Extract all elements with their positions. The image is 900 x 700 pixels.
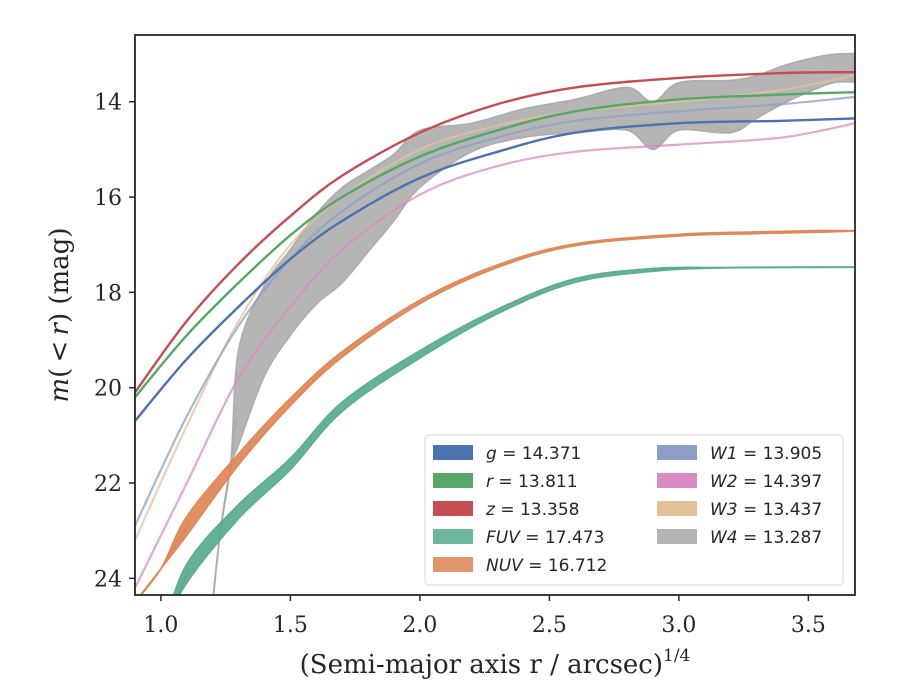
series-w2-line [135, 122, 855, 589]
legend-label-nuv: NUV = 16.712 [486, 556, 607, 576]
legend-label-g: g = 14.371 [486, 444, 581, 464]
x-tick-label: 2.5 [532, 613, 567, 638]
series-w1-line [135, 95, 855, 527]
legend-label-r: r = 13.811 [486, 472, 578, 492]
series-fuv-extrapolation-start [176, 567, 190, 595]
legend-label-w2: W2 = 14.397 [710, 472, 822, 492]
legend-item-w1: W1 = 13.905 [657, 444, 822, 464]
x-tick-label: 1.0 [143, 613, 178, 638]
legend-swatch-w1 [657, 445, 697, 460]
y-tick-label: 18 [94, 281, 122, 306]
legend-swatch-r [433, 473, 473, 488]
series-fuv-extrapolation-end [651, 266, 855, 271]
series-w1 [135, 95, 855, 527]
legend-item-r: r = 13.811 [433, 472, 578, 492]
legend-item-g: g = 14.371 [433, 444, 581, 464]
series-r [135, 91, 855, 398]
legend-label-fuv: FUV = 17.473 [486, 528, 604, 548]
legend-item-fuv: FUV = 17.473 [433, 528, 604, 548]
series-r-line [135, 91, 855, 398]
legend-swatch-w2 [657, 473, 697, 488]
legend-swatch-w3 [657, 501, 697, 516]
series-w2 [135, 122, 855, 589]
legend-box [424, 434, 844, 586]
y-axis-label: m( < r) (mag) [45, 228, 75, 403]
x-axis-label: (Semi-major axis r / arcsec)1/4 [300, 646, 691, 680]
legend-item-w2: W2 = 14.397 [657, 472, 822, 492]
series-fuv-band [172, 266, 855, 595]
legend-swatch-z [433, 501, 473, 516]
series-nuv-extrapolation-start [139, 521, 190, 595]
series-g [135, 117, 855, 422]
series-w4-extrapolation-start [212, 419, 238, 595]
x-tick-label: 3.0 [661, 613, 696, 638]
series-z [135, 71, 855, 394]
series-fuv [172, 266, 855, 595]
series-w3 [135, 73, 855, 541]
legend: g = 14.371 r = 13.811 z = 13.358 FUV = 17.4… [424, 434, 844, 586]
y-tick-label: 24 [94, 567, 122, 592]
y-tick-label: 14 [94, 91, 122, 116]
tick-layer: 1.0 1.5 2.0 2.5 3.0 3.5 14 16 18 20 22 24 [94, 91, 826, 638]
legend-item-w4: W4 = 13.287 [657, 528, 822, 548]
legend-item-z: z = 13.358 [433, 500, 579, 520]
y-tick-label: 16 [94, 186, 122, 211]
legend-item-w3: W3 = 13.437 [657, 500, 822, 520]
legend-label-w3: W3 = 13.437 [710, 500, 822, 520]
legend-label-w1: W1 = 13.905 [710, 444, 822, 464]
legend-swatch-nuv [433, 557, 473, 572]
legend-label-w4: W4 = 13.287 [710, 528, 822, 548]
legend-item-nuv: NUV = 16.712 [433, 556, 607, 576]
y-tick-label: 20 [94, 377, 122, 402]
series-z-line [135, 71, 855, 394]
y-tick-label: 22 [94, 472, 122, 497]
legend-swatch-fuv [433, 529, 473, 544]
legend-swatch-w4 [657, 529, 697, 544]
series-g-line [135, 117, 855, 422]
legend-swatch-g [433, 445, 473, 460]
legend-label-z: z = 13.358 [485, 500, 579, 520]
plot-frame [134, 34, 856, 596]
x-tick-label: 2.0 [402, 613, 437, 638]
x-tick-label: 1.5 [273, 613, 308, 638]
series-nuv-extrapolation-end [817, 229, 855, 233]
x-tick-label: 3.5 [791, 613, 826, 638]
series-w3-line [135, 73, 855, 541]
